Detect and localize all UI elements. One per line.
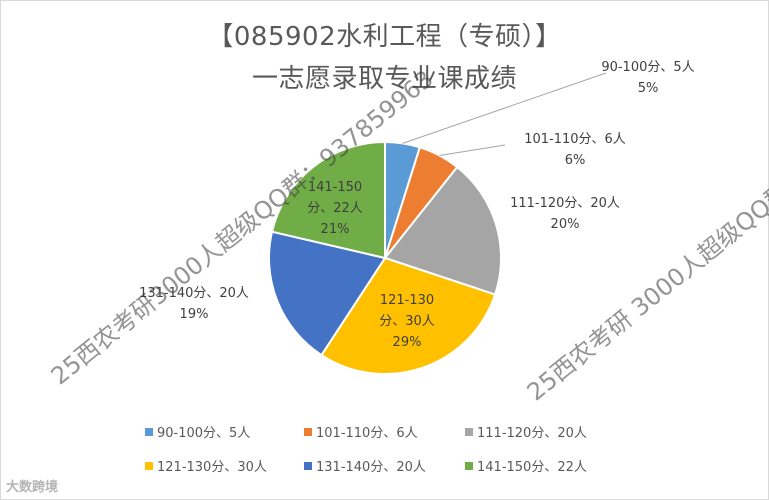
legend-swatch xyxy=(465,428,473,436)
slice-data-label: 131-140分、20人 xyxy=(139,286,249,301)
pie-slice xyxy=(320,256,497,375)
leader-line xyxy=(439,144,506,157)
slice-data-label: 分、30人 xyxy=(379,314,435,329)
chart-title-line2: 一志愿录取专业课成绩 xyxy=(251,64,517,94)
legend-swatch xyxy=(145,428,153,436)
slice-data-label: 121-130 xyxy=(380,293,434,308)
legend-entry: 131-140分、20人 xyxy=(316,460,426,475)
slice-data-label: 29% xyxy=(393,335,422,350)
slice-data-label: 101-110分、6人 xyxy=(524,132,626,147)
legend-entry: 121-130分、30人 xyxy=(157,460,267,475)
chart-title-line1: 【085902水利工程（专硕）】 xyxy=(207,22,562,52)
slice-data-label: 20% xyxy=(551,217,580,232)
pie-slice xyxy=(268,230,387,357)
legend-entry: 90-100分、5人 xyxy=(157,426,250,441)
logo-text: 大数跨境 xyxy=(6,480,59,495)
pie-slice xyxy=(383,165,502,296)
slice-data-label: 90-100分、5人 xyxy=(601,60,694,75)
legend-swatch xyxy=(304,462,312,470)
slice-data-label: 111-120分、20人 xyxy=(510,196,620,211)
legend-swatch xyxy=(145,462,153,470)
leader-line xyxy=(402,72,607,144)
legend-entry: 111-120分、20人 xyxy=(477,426,587,441)
slice-data-label: 21% xyxy=(321,222,350,237)
pie-slice xyxy=(270,140,386,260)
legend-entry: 101-110分、6人 xyxy=(316,426,418,441)
slice-data-label: 141-150 xyxy=(308,180,362,195)
slice-data-label: 19% xyxy=(180,307,209,322)
slice-data-label: 5% xyxy=(638,81,659,96)
slice-data-label: 分、22人 xyxy=(307,201,363,216)
legend-swatch xyxy=(465,462,473,470)
slice-data-label: 6% xyxy=(565,153,586,168)
legend-entry: 141-150分、22人 xyxy=(477,460,587,475)
legend-swatch xyxy=(304,428,312,436)
